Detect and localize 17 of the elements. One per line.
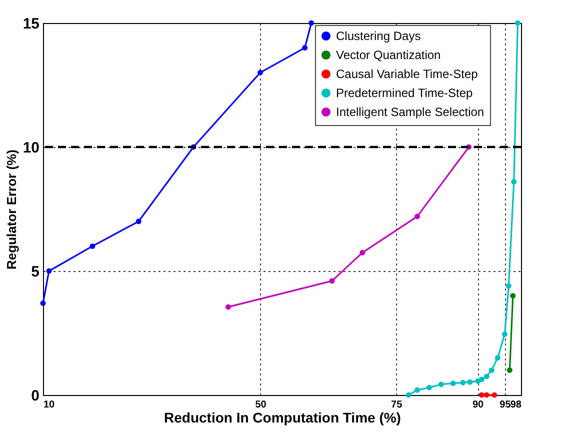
x-tick-label: 90 [472, 400, 484, 410]
legend-label: Clustering Days [336, 29, 421, 43]
legend-label: Predetermined Time-Step [336, 86, 474, 100]
y-tick-label: 15 [22, 16, 40, 32]
y-tick-label: 10 [22, 140, 40, 156]
y-tick-label: 0 [31, 388, 40, 404]
x-tick-label: 75 [391, 400, 403, 410]
x-tick-label: 95 [500, 400, 512, 410]
legend-label: Vector Quantization [336, 48, 441, 62]
legend-label: Intelligent Sample Selection [336, 105, 484, 119]
x-axis-title: Reduction In Computation Time (%) [164, 410, 401, 426]
y-axis-title: Regulator Error (%) [4, 150, 19, 270]
x-tick-label: 50 [255, 400, 267, 410]
x-tick-label: 98 [510, 400, 522, 410]
x-tick-label: 10 [44, 400, 56, 410]
legend-label: Causal Variable Time-Step [336, 67, 478, 81]
y-tick-label: 5 [31, 264, 40, 280]
